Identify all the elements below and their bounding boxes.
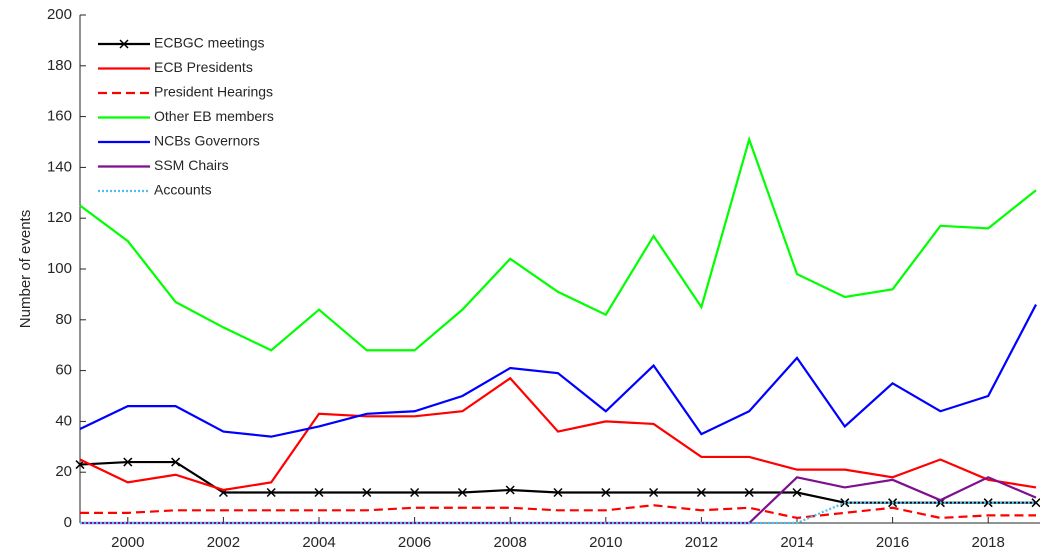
marker [266, 487, 276, 498]
y-tick-label: 20 [55, 463, 72, 480]
series-line [79, 376, 1037, 492]
legend-label: President Hearings [154, 84, 273, 100]
x-tick-label: 2014 [780, 534, 813, 551]
legend-label: SSM Chairs [154, 157, 229, 173]
marker-x [314, 487, 324, 498]
y-tick-label: 200 [47, 6, 72, 23]
x-tick-label: 2004 [302, 534, 335, 551]
marker-x [744, 487, 754, 498]
marker-x [649, 487, 659, 498]
y-axis-label: Number of events [17, 210, 34, 328]
legend-label: Other EB members [154, 108, 274, 124]
series-line [79, 304, 1037, 438]
marker [505, 485, 515, 495]
series-line [80, 501, 1036, 525]
marker-x [696, 487, 706, 498]
legend-marker [119, 39, 129, 49]
y-tick-label: 140 [47, 158, 72, 175]
x-tick-label: 2016 [876, 534, 909, 551]
marker [362, 487, 372, 498]
y-tick-label: 40 [55, 412, 72, 429]
series-line [79, 460, 1036, 504]
legend-label: ECB Presidents [154, 59, 253, 75]
marker [649, 487, 659, 498]
marker [601, 487, 611, 498]
y-tick-label: 0 [64, 514, 72, 531]
x-tick-label: 2006 [398, 534, 431, 551]
x-tick-label: 2018 [972, 534, 1005, 551]
y-tick-label: 160 [47, 108, 72, 125]
marker-x [553, 487, 563, 498]
marker-x [505, 485, 515, 495]
marker [696, 487, 706, 498]
marker-x [792, 487, 802, 498]
y-tick-label: 100 [47, 260, 72, 277]
x-tick-label: 2008 [494, 534, 527, 551]
series-line [79, 135, 1037, 352]
marker-x [171, 457, 181, 467]
marker [171, 457, 181, 467]
y-tick-label: 120 [47, 209, 72, 226]
y-tick-label: 80 [55, 311, 72, 328]
legend-label: ECBGC meetings [154, 35, 264, 51]
marker-x [266, 487, 276, 498]
x-tick-label: 2002 [207, 534, 240, 551]
x-tick-label: 2000 [111, 534, 144, 551]
y-tick-label: 180 [47, 57, 72, 74]
x-tick-label: 2010 [589, 534, 622, 551]
legend-label: Accounts [154, 182, 212, 198]
marker [553, 487, 563, 498]
x-tick-label: 2012 [685, 534, 718, 551]
series-line [80, 476, 1037, 525]
marker-x [410, 487, 420, 498]
marker-x [457, 487, 467, 498]
marker [792, 487, 802, 498]
series-line [80, 504, 1036, 520]
marker [744, 487, 754, 498]
marker [123, 457, 133, 467]
marker-x [362, 487, 372, 498]
marker-x [601, 487, 611, 498]
marker [314, 487, 324, 498]
marker [410, 487, 420, 498]
y-tick-label: 60 [55, 362, 72, 379]
marker [457, 487, 467, 498]
marker-x [123, 457, 133, 467]
legend-label: NCBs Governors [154, 133, 260, 149]
